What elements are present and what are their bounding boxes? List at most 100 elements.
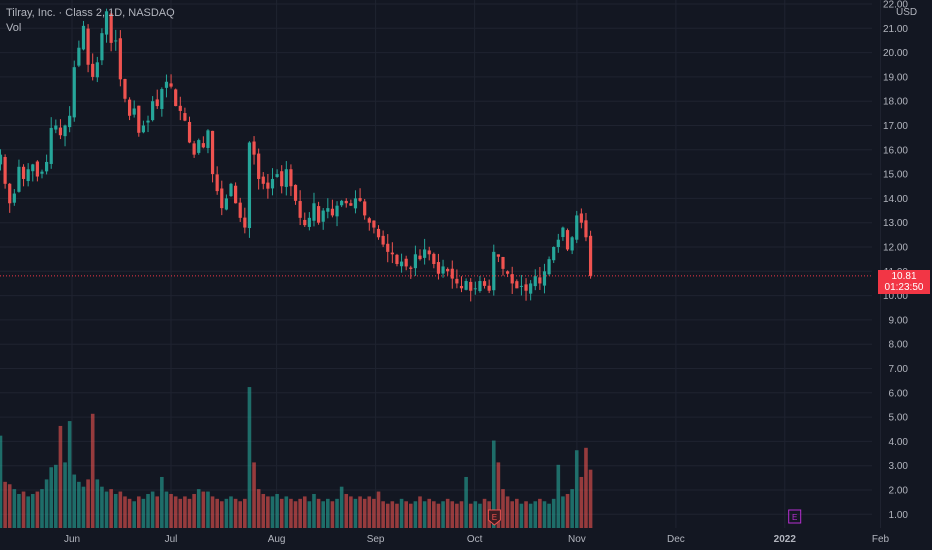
candle xyxy=(183,107,187,122)
volume-bar xyxy=(344,493,349,528)
candle xyxy=(243,207,247,234)
candle xyxy=(187,116,192,144)
candle-body xyxy=(390,252,394,255)
candle xyxy=(293,184,298,205)
price-tick-label: 10.00 xyxy=(883,291,908,302)
candle-body xyxy=(12,193,16,203)
candle xyxy=(77,40,81,68)
volume-bar xyxy=(455,503,459,528)
candle xyxy=(423,238,427,265)
volume-bar xyxy=(528,503,533,528)
price-tick-label: 12.00 xyxy=(883,243,908,254)
candle-body xyxy=(307,217,311,227)
candle-body xyxy=(399,261,404,267)
candle-body xyxy=(547,259,551,275)
candle-body xyxy=(8,183,12,204)
volume-bar xyxy=(367,496,372,528)
candle xyxy=(413,245,417,276)
candle xyxy=(137,105,141,137)
candle-body xyxy=(17,166,21,192)
volume-bar xyxy=(104,491,109,528)
volume-bar xyxy=(201,491,206,528)
candle xyxy=(432,252,436,269)
candle xyxy=(464,278,468,291)
volume-bar xyxy=(141,498,146,528)
candle-body xyxy=(588,235,593,276)
candle xyxy=(229,182,233,197)
candle-body xyxy=(289,169,293,187)
volume-bar xyxy=(266,496,270,528)
candle xyxy=(127,97,132,121)
candle-body xyxy=(63,125,67,137)
candle-body xyxy=(561,227,565,238)
time-axis[interactable]: Jun Jul Aug Sep Oct Nov Dec 2022 Feb xyxy=(64,534,890,545)
candle xyxy=(100,28,104,66)
volume-bar xyxy=(390,501,395,528)
volume-bar xyxy=(187,498,192,528)
price-axis[interactable]: 1.00 2.00 3.00 4.00 5.00 6.00 7.00 8.00 9.00 10.0… xyxy=(883,0,908,521)
candle xyxy=(81,20,86,51)
volume-bar xyxy=(353,498,358,528)
volume-bar xyxy=(109,489,113,528)
volume-legend[interactable]: Vol xyxy=(6,22,22,34)
volume-bar xyxy=(252,462,256,528)
candle-body xyxy=(0,154,3,165)
candle-body xyxy=(187,121,192,143)
volume-bar xyxy=(570,489,574,528)
volume-bar xyxy=(510,501,515,528)
volume-bar xyxy=(132,501,136,528)
last-price-value: 10.81 xyxy=(891,270,917,282)
candle xyxy=(482,277,487,289)
candle-body xyxy=(169,83,173,87)
price-tick-label: 16.00 xyxy=(883,145,908,156)
price-tick-label: 7.00 xyxy=(889,364,909,375)
candle xyxy=(561,226,565,241)
volume-bar xyxy=(459,501,464,528)
earnings-marker[interactable]: E xyxy=(487,509,501,526)
candle-body xyxy=(496,254,500,257)
candle-body xyxy=(247,142,252,229)
candle xyxy=(455,269,459,289)
currency-label[interactable]: USD xyxy=(896,7,918,18)
candle-body xyxy=(478,281,482,292)
time-tick-label: Feb xyxy=(872,534,890,545)
candle-body xyxy=(40,171,44,174)
candle xyxy=(575,210,579,244)
candle xyxy=(155,89,159,109)
candle-body xyxy=(26,169,30,182)
candle xyxy=(496,254,500,263)
symbol-title[interactable]: Tilray, Inc. · Class 2, 1D, NASDAQ xyxy=(6,7,175,19)
candle xyxy=(86,24,90,73)
candle-body xyxy=(321,210,325,222)
volume-bar xyxy=(86,479,90,528)
volume-bar xyxy=(574,450,579,528)
volume-bar xyxy=(515,498,519,528)
candle xyxy=(26,163,30,187)
candle-body xyxy=(303,219,307,226)
price-tick-label: 18.00 xyxy=(883,97,908,108)
candle xyxy=(3,154,7,189)
earnings-marker[interactable]: E xyxy=(788,509,802,524)
candle xyxy=(565,228,570,252)
candle xyxy=(192,140,196,158)
volume-bar xyxy=(588,469,593,528)
candle-body xyxy=(436,262,441,274)
time-tick-label: Aug xyxy=(268,534,286,545)
candle-body xyxy=(261,176,265,184)
candle xyxy=(234,182,238,204)
candle xyxy=(446,267,450,276)
candle xyxy=(340,199,344,208)
candle xyxy=(289,164,293,196)
candle-body xyxy=(570,237,574,251)
volume-bar xyxy=(178,498,183,528)
candle-body xyxy=(54,125,58,130)
candle xyxy=(252,136,256,165)
volume-bar xyxy=(427,498,432,528)
candle-body xyxy=(174,89,178,107)
candle-body xyxy=(146,120,150,123)
candle-body xyxy=(579,213,583,223)
volume-bar xyxy=(72,474,77,528)
candle xyxy=(418,249,422,261)
